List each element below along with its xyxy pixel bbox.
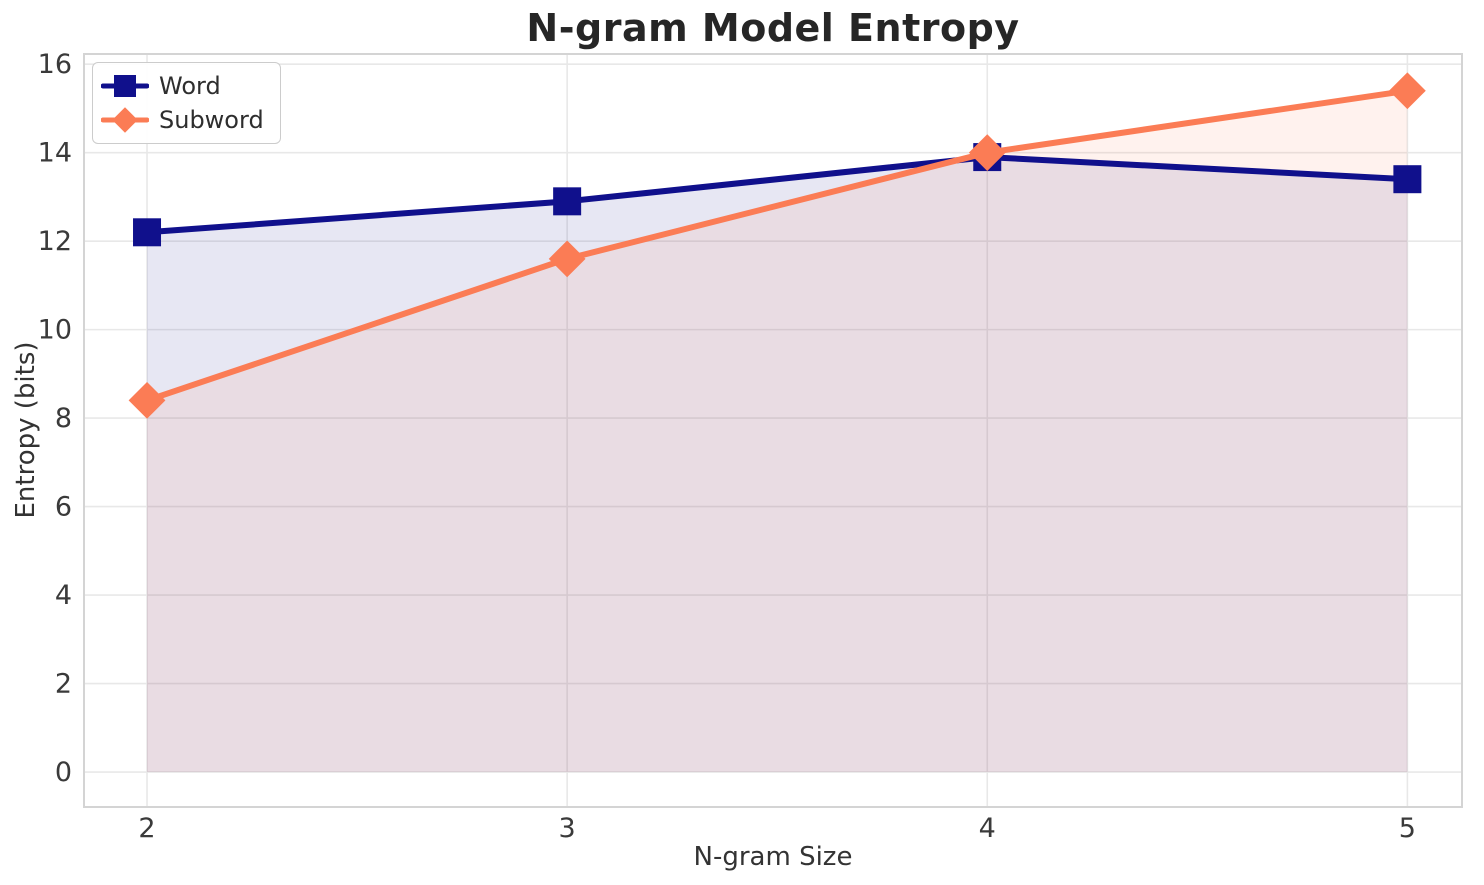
subword-legend-marker-icon — [101, 107, 149, 133]
subword-marker — [128, 382, 166, 419]
y-tick-label: 0 — [55, 757, 72, 788]
x-tick-label: 2 — [138, 813, 155, 844]
word-legend-marker-icon — [101, 75, 149, 97]
x-tick-label: 4 — [979, 813, 996, 844]
y-axis-label: Entropy (bits) — [11, 341, 41, 519]
y-tick-label: 6 — [55, 492, 72, 523]
y-tick-label: 2 — [55, 669, 72, 700]
legend-item-word: Word — [101, 71, 264, 101]
y-tick-label: 16 — [38, 49, 72, 80]
plot-border — [83, 53, 1463, 808]
subword-marker — [968, 134, 1006, 172]
subword-marker — [1388, 72, 1426, 110]
word-area-fill — [147, 157, 1408, 773]
legend-item-subword: Subword — [101, 105, 264, 135]
subword-area-fill — [147, 90, 1408, 773]
word-marker — [553, 187, 582, 216]
legend-label: Subword — [159, 106, 264, 134]
y-tick-label: 10 — [38, 315, 72, 346]
word-marker — [133, 218, 162, 247]
subword-line — [146, 87, 1408, 404]
y-tick-label: 12 — [38, 226, 72, 257]
legend-label: Word — [159, 72, 221, 100]
chart-title: N-gram Model Entropy — [526, 6, 1020, 50]
x-tick-label: 5 — [1399, 813, 1416, 844]
y-tick-label: 8 — [55, 403, 72, 434]
y-tick-label: 14 — [38, 138, 72, 169]
x-tick-label: 3 — [559, 813, 576, 844]
x-axis-label: N-gram Size — [693, 842, 853, 872]
word-line — [146, 154, 1408, 236]
word-marker — [1393, 165, 1422, 194]
legend: Word Subword — [92, 62, 281, 144]
y-tick-label: 4 — [55, 580, 72, 611]
